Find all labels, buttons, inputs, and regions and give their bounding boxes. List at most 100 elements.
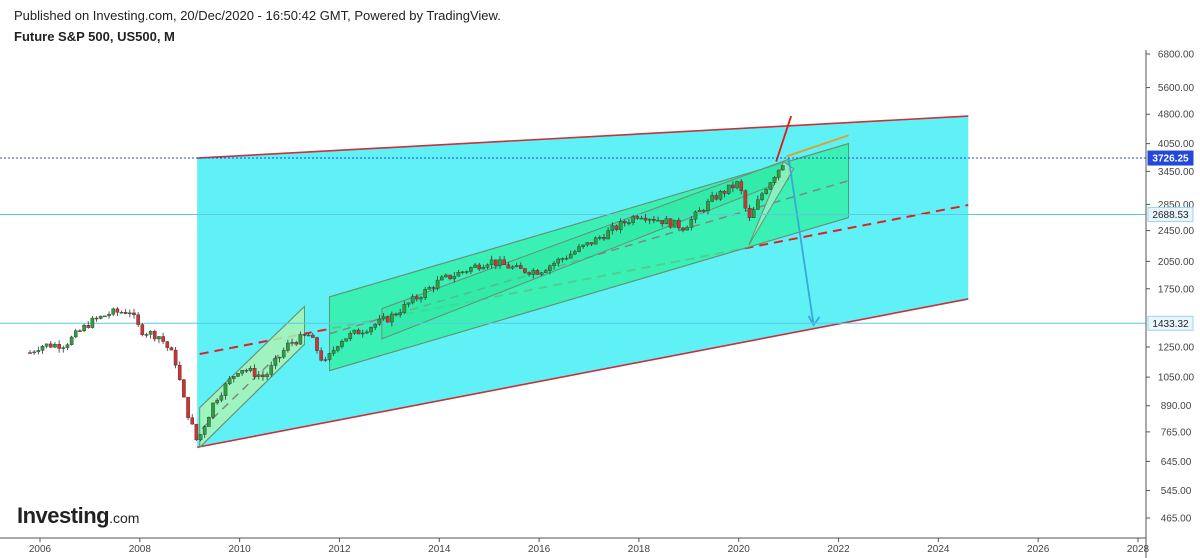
candle-body	[98, 315, 103, 319]
y-tick-label: 1250.00	[1158, 342, 1195, 353]
candle-body	[439, 276, 444, 281]
candle-body	[256, 374, 261, 377]
x-tick-label: 2012	[328, 544, 351, 555]
candle-body	[464, 271, 469, 273]
candle-body	[656, 220, 660, 222]
candle-body	[390, 313, 394, 323]
projection-arrow	[787, 157, 815, 326]
x-tick-label: 2022	[827, 544, 850, 555]
candle-body	[265, 374, 269, 378]
candle-body	[61, 347, 66, 349]
candle-body	[186, 396, 190, 418]
outer-channel-upper-line	[197, 115, 969, 159]
published-caption: Published on Investing.com, 20/Dec/2020 …	[14, 8, 501, 23]
candle-body	[489, 259, 494, 266]
candle-body	[57, 344, 61, 349]
candle-body	[560, 258, 565, 260]
candle-body	[693, 211, 698, 220]
candle-body	[315, 337, 319, 351]
candle-body	[581, 244, 585, 247]
candle-body	[423, 289, 427, 298]
candle-body	[718, 191, 723, 200]
candle-body	[548, 265, 552, 271]
candle-body	[535, 270, 540, 275]
y-tick-label: 2050.00	[1158, 257, 1195, 268]
candle-body	[452, 276, 457, 280]
candle-body	[44, 343, 49, 347]
candle-body	[764, 189, 768, 194]
candle-body	[701, 210, 706, 212]
breakout-line	[775, 115, 792, 162]
candle-body	[352, 329, 357, 334]
current-price-label: 3726.25	[1152, 154, 1189, 165]
candle-body	[223, 383, 228, 396]
candle-body	[627, 222, 631, 224]
candle-body	[319, 350, 323, 361]
candle-body	[539, 272, 544, 275]
y-tick-label: 765.00	[1161, 427, 1192, 438]
candle-body	[232, 376, 236, 379]
candle-body	[510, 266, 515, 269]
candle-body	[593, 237, 598, 245]
candle-body	[65, 344, 70, 348]
recovery-wedge	[748, 160, 795, 246]
inner-channel-lower-line	[329, 217, 849, 372]
candle-body	[182, 379, 186, 398]
candle-body	[211, 402, 215, 418]
candle-body	[152, 331, 157, 340]
candle-body	[419, 297, 423, 300]
candle-body	[494, 259, 498, 266]
candle-body	[664, 218, 669, 225]
candle-body	[298, 334, 303, 345]
candle-body	[103, 315, 107, 318]
candle-body	[598, 237, 602, 239]
candle-body	[710, 195, 714, 202]
candle-body	[140, 324, 145, 336]
candle-body	[340, 341, 344, 347]
candle-body	[36, 350, 41, 353]
candle-body	[69, 336, 74, 345]
candle-body	[331, 350, 336, 354]
candle-body	[385, 316, 390, 323]
candle-body	[643, 217, 648, 221]
axes: 6800.00 5600.00 4800.00 4050.00 3450.00 2850.…	[0, 50, 1195, 558]
instrument-title: Future S&P 500, US500, M	[14, 29, 175, 44]
y-tick-label: 2450.00	[1158, 226, 1195, 237]
x-tick-label: 2008	[129, 544, 152, 555]
candle-body	[94, 317, 99, 320]
candle-body	[115, 308, 120, 313]
level-price-tag	[1147, 206, 1194, 222]
candle-body	[402, 304, 407, 313]
candle-body	[335, 346, 340, 351]
x-tick-label: 2026	[1027, 544, 1050, 555]
candle-body	[431, 287, 436, 289]
channel-drawings	[197, 115, 969, 449]
candle-body	[760, 193, 764, 200]
current-price-tag	[1147, 150, 1194, 166]
candle-body	[157, 336, 161, 340]
candle-body	[248, 367, 253, 371]
candle-body	[261, 374, 265, 378]
candle-body	[473, 264, 477, 268]
candle-body	[236, 373, 240, 377]
candle-body	[311, 334, 315, 338]
candle-body	[28, 352, 32, 354]
candle-body	[602, 237, 606, 240]
candle-body	[731, 184, 735, 189]
candle-body	[82, 325, 86, 331]
candle-body	[286, 342, 290, 351]
candle-body	[456, 271, 461, 277]
candles	[28, 165, 785, 442]
candle-body	[739, 181, 744, 191]
candle-body	[49, 343, 53, 348]
candle-body	[722, 191, 727, 194]
candle-body	[514, 265, 519, 268]
candle-body	[660, 220, 664, 225]
level-price-label: 1433.32	[1152, 319, 1189, 330]
x-tick-label: 2018	[628, 544, 651, 555]
candle-body	[685, 227, 689, 231]
candle-body	[585, 242, 590, 246]
candle-body	[415, 296, 419, 300]
candle-body	[735, 181, 739, 189]
candle-body	[123, 312, 128, 314]
